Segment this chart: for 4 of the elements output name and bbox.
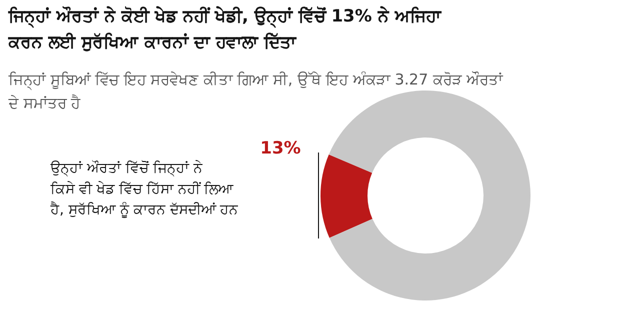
chart-subtitle: ਜਿਨ੍ਹਾਂ ਸੂਬਿਆਂ ਵਿੱਚ ਇਹ ਸਰਵੇਖਣ ਕੀਤਾ ਗਿਆ ਸੀ, ਉੱਥੇ ਇਹ ਅੰਕੜਾ 3.27 ਕਰੋੜ ਔਰਤਾਂ ਦੇ ਸਮਾਂਤਰ ਹੈ [8,70,504,112]
text: ਉਨ੍ਹਾਂ ਔਰਤਾਂ ਵਿੱਚੋਂ ਜਿਨ੍ਹਾਂ ਨੇ ਕਿਸੇ ਵੀ ਖੇਡ ਵਿੱਚ ਹਿੱਸਾ ਨਹੀਂ ਲਿਆ ਹੈ, ਸੁਰੱਖਿਆ ਨੂੰ ਕਾਰਨ ਦੱਸਦੀਆਂ ਹਨ [50,160,238,218]
data-label: 13% [260,138,301,158]
chart-title: ਜਿਨ੍ਹਾਂ ਔਰਤਾਂ ਨੇ ਕੋਈ ਖੇਡ ਨਹੀਂ ਖੇਡੀ, ਉਨ੍ਹਾਂ ਵਿੱਚੋਂ 13% ਨੇ ਅਜਿਹਾ ਕਰਨ ਲਈ ਸੁਰੱਖਿਆ ਕਾਰਨਾਂ ਦਾ ਹਵਾਲਾ ਦਿੱਤਾ [8,6,442,52]
